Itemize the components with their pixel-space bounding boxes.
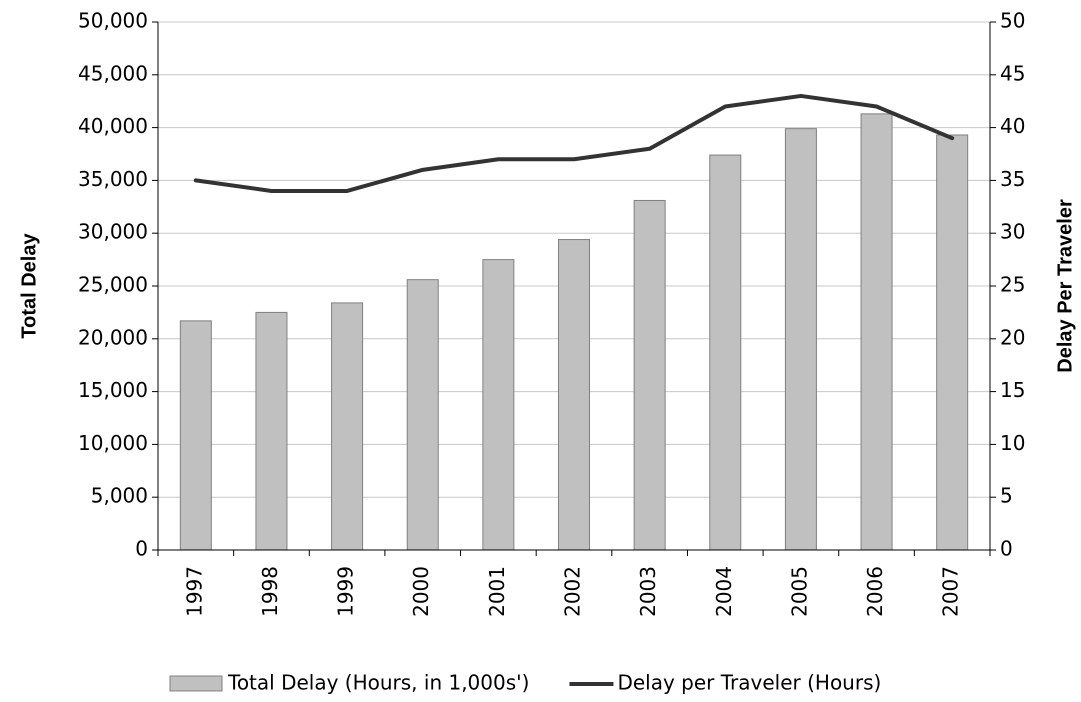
y-tick-label: 25,000 [78,273,148,297]
x-tick-label: 2003 [636,566,660,617]
bar [784,128,817,551]
x-tick-label: 2007 [939,566,963,617]
y-axis-title: Total Delay [18,233,40,339]
y-tick-label: 5,000 [91,484,148,508]
y2-tick-label: 0 [1000,537,1013,561]
x-tick-label: 2000 [409,566,433,617]
y2-tick-label: 15 [1000,378,1025,402]
y2-tick-label: 5 [1000,484,1013,508]
y-tick-label: 30,000 [78,220,148,244]
bar [860,113,893,551]
x-tick-label: 2006 [863,566,887,617]
y2-tick-label: 50 [1000,9,1025,33]
y-tick-label: 0 [135,537,148,561]
y-tick-label: 45,000 [78,61,148,85]
x-tick-label: 1998 [258,566,282,617]
y-tick-label: 40,000 [78,114,148,138]
x-tick-label: 1999 [334,566,358,617]
line [193,93,955,193]
bar [936,134,969,551]
bar [179,320,212,551]
bar [406,279,439,551]
y-tick-label: 10,000 [78,431,148,455]
bar [709,154,742,551]
y2-tick-label: 35 [1000,167,1025,191]
bar [482,259,515,551]
x-tick-label: 2001 [485,566,509,617]
x-tick-label: 2005 [787,566,811,617]
y-tick-label: 35,000 [78,167,148,191]
bar [255,311,288,551]
y-tick-label: 50,000 [78,9,148,33]
bar [331,302,364,551]
y2-tick-label: 25 [1000,273,1025,297]
y-tick-label: 15,000 [78,378,148,402]
legend-label: Delay per Traveler (Hours) [617,671,881,695]
y2-axis-title: Delay Per Traveler [1054,199,1076,373]
bar [633,199,666,551]
legend-swatch [169,675,223,692]
x-tick-label: 1997 [182,566,206,617]
y-tick-label: 20,000 [78,325,148,349]
y2-tick-label: 40 [1000,114,1025,138]
y2-tick-label: 45 [1000,61,1025,85]
y2-tick-label: 30 [1000,220,1025,244]
x-tick-label: 2004 [712,566,736,617]
bar [557,239,591,551]
y2-tick-label: 20 [1000,325,1025,349]
x-tick-label: 2002 [561,566,585,617]
legend-label: Total Delay (Hours, in 1,000s') [227,671,529,695]
y2-tick-label: 10 [1000,431,1025,455]
